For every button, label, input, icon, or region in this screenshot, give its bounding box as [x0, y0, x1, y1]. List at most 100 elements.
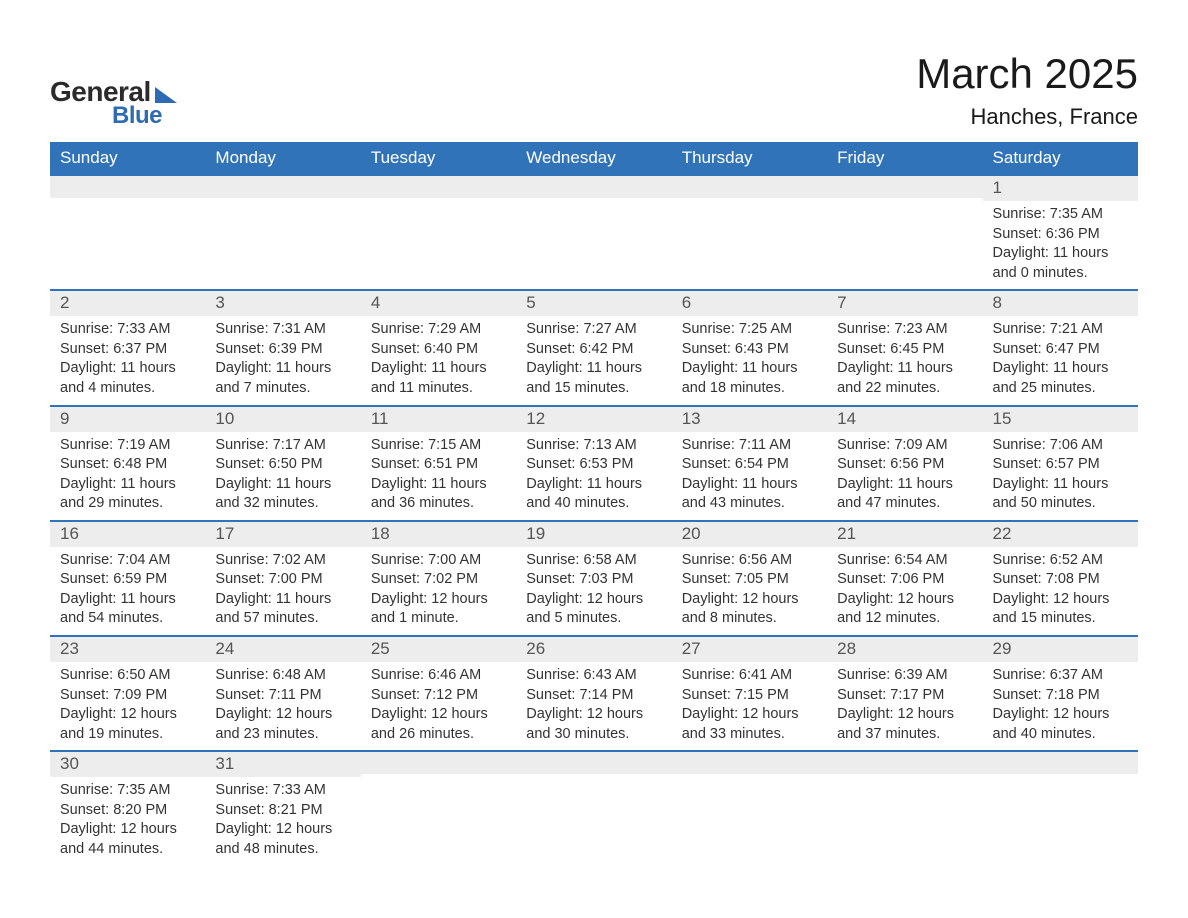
- calendar-day-cell: 31Sunrise: 7:33 AMSunset: 8:21 PMDayligh…: [205, 751, 360, 865]
- calendar-day-cell: [50, 175, 205, 290]
- calendar-week-row: 9Sunrise: 7:19 AMSunset: 6:48 PMDaylight…: [50, 406, 1138, 521]
- sunrise-text: Sunrise: 6:48 AM: [215, 666, 350, 686]
- sunrise-text: Sunrise: 6:56 AM: [682, 551, 817, 571]
- day-body: Sunrise: 6:52 AMSunset: 7:08 PMDaylight:…: [983, 547, 1138, 635]
- calendar-day-cell: [361, 751, 516, 865]
- daylight-text: Daylight: 11 hours and 29 minutes.: [60, 475, 195, 514]
- day-number: 26: [516, 637, 671, 662]
- sunrise-text: Sunrise: 7:06 AM: [993, 436, 1128, 456]
- day-number: [672, 752, 827, 774]
- day-number: 16: [50, 522, 205, 547]
- day-body: [827, 774, 982, 852]
- day-number: 5: [516, 291, 671, 316]
- sunset-text: Sunset: 6:42 PM: [526, 340, 661, 360]
- day-number: 10: [205, 407, 360, 432]
- sunset-text: Sunset: 6:54 PM: [682, 455, 817, 475]
- weekday-header: Tuesday: [361, 142, 516, 175]
- calendar-day-cell: 5Sunrise: 7:27 AMSunset: 6:42 PMDaylight…: [516, 290, 671, 405]
- calendar-day-cell: 3Sunrise: 7:31 AMSunset: 6:39 PMDaylight…: [205, 290, 360, 405]
- sunrise-text: Sunrise: 7:35 AM: [993, 205, 1128, 225]
- day-number: 23: [50, 637, 205, 662]
- daylight-text: Daylight: 11 hours and 25 minutes.: [993, 359, 1128, 398]
- logo-word-2: Blue: [112, 102, 162, 130]
- calendar-day-cell: 23Sunrise: 6:50 AMSunset: 7:09 PMDayligh…: [50, 636, 205, 751]
- daylight-text: Daylight: 11 hours and 11 minutes.: [371, 359, 506, 398]
- sunset-text: Sunset: 6:37 PM: [60, 340, 195, 360]
- calendar-week-row: 30Sunrise: 7:35 AMSunset: 8:20 PMDayligh…: [50, 751, 1138, 865]
- sunset-text: Sunset: 7:15 PM: [682, 686, 817, 706]
- weekday-header: Friday: [827, 142, 982, 175]
- calendar-day-cell: 10Sunrise: 7:17 AMSunset: 6:50 PMDayligh…: [205, 406, 360, 521]
- calendar-day-cell: [516, 175, 671, 290]
- sunset-text: Sunset: 8:20 PM: [60, 801, 195, 821]
- day-number: [516, 752, 671, 774]
- day-body: Sunrise: 7:02 AMSunset: 7:00 PMDaylight:…: [205, 547, 360, 635]
- sunset-text: Sunset: 6:40 PM: [371, 340, 506, 360]
- sunset-text: Sunset: 6:59 PM: [60, 570, 195, 590]
- day-body: Sunrise: 6:54 AMSunset: 7:06 PMDaylight:…: [827, 547, 982, 635]
- day-number: 25: [361, 637, 516, 662]
- day-body: Sunrise: 7:23 AMSunset: 6:45 PMDaylight:…: [827, 316, 982, 404]
- sunrise-text: Sunrise: 7:21 AM: [993, 320, 1128, 340]
- daylight-text: Daylight: 11 hours and 57 minutes.: [215, 590, 350, 629]
- calendar-day-cell: 9Sunrise: 7:19 AMSunset: 6:48 PMDaylight…: [50, 406, 205, 521]
- calendar-day-cell: 8Sunrise: 7:21 AMSunset: 6:47 PMDaylight…: [983, 290, 1138, 405]
- sunrise-text: Sunrise: 7:04 AM: [60, 551, 195, 571]
- day-body: Sunrise: 7:11 AMSunset: 6:54 PMDaylight:…: [672, 432, 827, 520]
- day-number: 24: [205, 637, 360, 662]
- day-number: 18: [361, 522, 516, 547]
- day-body: Sunrise: 7:13 AMSunset: 6:53 PMDaylight:…: [516, 432, 671, 520]
- daylight-text: Daylight: 12 hours and 44 minutes.: [60, 820, 195, 859]
- daylight-text: Daylight: 12 hours and 8 minutes.: [682, 590, 817, 629]
- day-number: [672, 176, 827, 198]
- day-number: [827, 752, 982, 774]
- daylight-text: Daylight: 11 hours and 32 minutes.: [215, 475, 350, 514]
- calendar-day-cell: 24Sunrise: 6:48 AMSunset: 7:11 PMDayligh…: [205, 636, 360, 751]
- calendar-day-cell: 30Sunrise: 7:35 AMSunset: 8:20 PMDayligh…: [50, 751, 205, 865]
- daylight-text: Daylight: 11 hours and 50 minutes.: [993, 475, 1128, 514]
- logo-triangle-icon: [155, 87, 177, 103]
- sunrise-text: Sunrise: 7:35 AM: [60, 781, 195, 801]
- calendar-week-row: 16 Sunrise: 7:04 AMSunset: 6:59 PM Dayligh…: [50, 521, 1138, 636]
- day-body: Sunrise: 6:48 AMSunset: 7:11 PMDaylight:…: [205, 662, 360, 750]
- sunset-text: Sunset: 6:36 PM: [993, 225, 1128, 245]
- calendar-day-cell: 26Sunrise: 6:43 AMSunset: 7:14 PMDayligh…: [516, 636, 671, 751]
- day-number: 12: [516, 407, 671, 432]
- weekday-header: Wednesday: [516, 142, 671, 175]
- day-number: 2: [50, 291, 205, 316]
- calendar-day-cell: 16Sunrise: 7:04 AMSunset: 6:59 PMDayligh…: [50, 521, 205, 636]
- day-number: 7: [827, 291, 982, 316]
- sunset-text: Sunset: 7:18 PM: [993, 686, 1128, 706]
- day-body: [672, 774, 827, 852]
- sunrise-text: Sunrise: 6:46 AM: [371, 666, 506, 686]
- sunset-text: Sunset: 6:39 PM: [215, 340, 350, 360]
- day-body: [983, 774, 1138, 852]
- day-number: 19: [516, 522, 671, 547]
- day-body: Sunrise: 7:09 AMSunset: 6:56 PMDaylight:…: [827, 432, 982, 520]
- calendar-day-cell: 13Sunrise: 7:11 AMSunset: 6:54 PMDayligh…: [672, 406, 827, 521]
- sunset-text: Sunset: 7:14 PM: [526, 686, 661, 706]
- day-body: Sunrise: 7:29 AMSunset: 6:40 PMDaylight:…: [361, 316, 516, 404]
- day-body: Sunrise: 7:33 AMSunset: 8:21 PMDaylight:…: [205, 777, 360, 865]
- calendar-day-cell: [672, 175, 827, 290]
- day-body: Sunrise: 6:58 AMSunset: 7:03 PMDaylight:…: [516, 547, 671, 635]
- daylight-text: Daylight: 11 hours and 40 minutes.: [526, 475, 661, 514]
- day-number: [516, 176, 671, 198]
- calendar-day-cell: [983, 751, 1138, 865]
- day-number: 31: [205, 752, 360, 777]
- weekday-header: Saturday: [983, 142, 1138, 175]
- title-block: March 2025 Hanches, France: [916, 50, 1138, 130]
- day-body: Sunrise: 7:35 AMSunset: 6:36 PMDaylight:…: [983, 201, 1138, 289]
- daylight-text: Daylight: 11 hours and 0 minutes.: [993, 244, 1128, 283]
- daylight-text: Daylight: 12 hours and 48 minutes.: [215, 820, 350, 859]
- calendar-day-cell: 20Sunrise: 6:56 AMSunset: 7:05 PMDayligh…: [672, 521, 827, 636]
- daylight-text: Daylight: 11 hours and 4 minutes.: [60, 359, 195, 398]
- day-body: Sunrise: 7:33 AMSunset: 6:37 PMDaylight:…: [50, 316, 205, 404]
- sunrise-text: Sunrise: 7:13 AM: [526, 436, 661, 456]
- sunset-text: Sunset: 7:00 PM: [215, 570, 350, 590]
- sunset-text: Sunset: 6:53 PM: [526, 455, 661, 475]
- day-number: 28: [827, 637, 982, 662]
- sunset-text: Sunset: 7:09 PM: [60, 686, 195, 706]
- sunrise-text: Sunrise: 7:25 AM: [682, 320, 817, 340]
- sunrise-text: Sunrise: 7:00 AM: [371, 551, 506, 571]
